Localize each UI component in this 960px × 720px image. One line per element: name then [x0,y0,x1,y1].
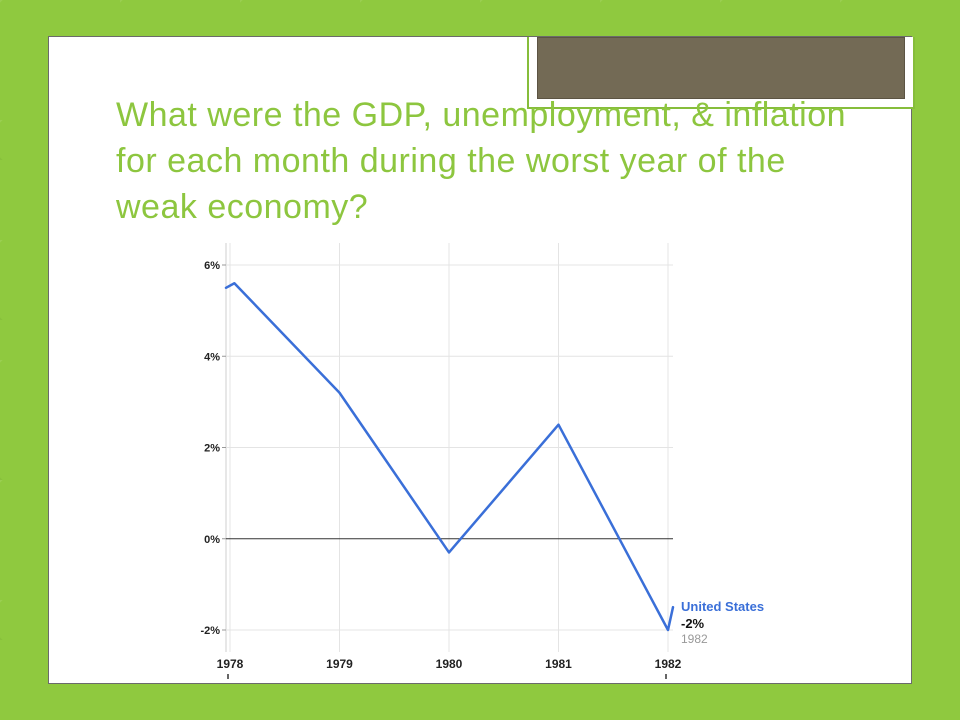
x-tick-labels: 1978 1979 1980 1981 1982 [217,657,682,671]
y-gridlines [222,264,673,631]
decorative-tab [527,37,915,109]
slide-panel [48,36,915,684]
slide-title: What were the GDP, unemployment, & infla… [116,96,847,226]
tooltip: United States -2% 1982 [681,599,764,646]
tooltip-value: -2% [681,616,705,631]
x-tick-label: 1982 [655,657,682,671]
y-tick-label: 6% [204,260,220,272]
y-tick-labels: -2% 0% 2% 4% 6% [200,260,220,637]
series-points [225,283,674,631]
x-tick-label: 1978 [217,657,244,671]
x-tick-marks [227,674,667,679]
x-tick-label: 1979 [326,657,353,671]
tooltip-series-name: United States [681,599,764,614]
y-tick-label: 4% [204,351,220,363]
x-tick-label: 1981 [545,657,572,671]
y-tick-label: -2% [200,625,220,637]
y-tick-label: 2% [204,443,220,455]
tooltip-year: 1982 [681,632,708,646]
decorative-tab-fill [537,37,905,99]
x-tick-label: 1980 [436,657,463,671]
y-tick-label: 0% [204,534,220,546]
